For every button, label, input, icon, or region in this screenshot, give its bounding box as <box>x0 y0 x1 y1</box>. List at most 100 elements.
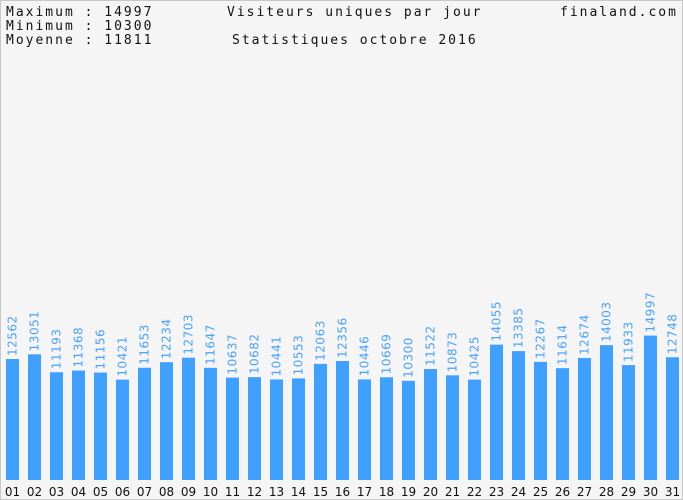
value-label-day-23: 14055 <box>490 301 504 342</box>
x-tick-label-10: 10 <box>203 485 218 499</box>
value-label-day-16: 12356 <box>336 317 350 358</box>
value-label-day-08: 12234 <box>160 319 174 360</box>
x-tick-label-06: 06 <box>115 485 130 499</box>
bar-day-09 <box>182 357 195 480</box>
value-label-day-13: 10441 <box>270 336 284 377</box>
value-label-day-09: 12703 <box>182 314 196 355</box>
bar-day-14 <box>292 378 305 480</box>
x-tick-label-27: 27 <box>577 485 592 499</box>
x-tick-label-07: 07 <box>137 485 152 499</box>
x-tick-label-13: 13 <box>269 485 284 499</box>
value-label-day-20: 11522 <box>424 325 438 366</box>
x-tick-label-28: 28 <box>599 485 614 499</box>
value-label-day-04: 11368 <box>72 327 86 368</box>
bar-day-20 <box>424 369 437 480</box>
bar-day-05 <box>94 372 107 480</box>
chart-title: Visiteurs uniques par jour <box>227 5 483 20</box>
x-tick-label-24: 24 <box>511 485 526 499</box>
bar-day-21 <box>446 375 459 480</box>
value-label-day-15: 12063 <box>314 320 328 361</box>
bar-day-26 <box>556 368 569 480</box>
bar-day-30 <box>644 335 657 480</box>
bar-day-03 <box>50 372 63 480</box>
bar-day-06 <box>116 379 129 480</box>
x-tick-label-30: 30 <box>643 485 658 499</box>
x-tick-label-09: 09 <box>181 485 196 499</box>
x-tick-label-25: 25 <box>533 485 548 499</box>
bar-day-01 <box>6 359 19 480</box>
value-label-day-03: 11193 <box>50 329 64 370</box>
bar-day-15 <box>314 363 327 480</box>
x-tick-label-18: 18 <box>379 485 394 499</box>
value-label-day-27: 12674 <box>578 314 592 355</box>
bar-day-27 <box>578 357 591 480</box>
bar-day-24 <box>512 351 525 480</box>
x-tick-label-26: 26 <box>555 485 570 499</box>
value-label-day-10: 11647 <box>204 324 218 365</box>
bar-day-17 <box>358 379 371 480</box>
value-label-day-11: 10637 <box>226 334 240 375</box>
value-label-day-30: 14997 <box>644 292 658 333</box>
value-label-day-05: 11156 <box>94 329 108 370</box>
bar-day-11 <box>226 377 239 480</box>
stat-average: Moyenne : 11811 <box>6 33 154 48</box>
x-tick-label-22: 22 <box>467 485 482 499</box>
value-label-day-02: 13051 <box>28 311 42 352</box>
value-label-day-26: 11614 <box>556 324 570 365</box>
x-tick-label-15: 15 <box>313 485 328 499</box>
bar-day-02 <box>28 354 41 480</box>
x-tick-label-20: 20 <box>423 485 438 499</box>
bar-day-07 <box>138 367 151 480</box>
bar-day-19 <box>402 380 415 480</box>
bar-day-13 <box>270 379 283 480</box>
stat-minimum: Minimum : 10300 <box>6 19 154 34</box>
x-tick-label-11: 11 <box>225 485 240 499</box>
value-label-day-01: 12562 <box>6 315 20 356</box>
x-tick-label-05: 05 <box>93 485 108 499</box>
x-tick-label-02: 02 <box>27 485 42 499</box>
bar-day-31 <box>666 357 679 480</box>
value-label-day-07: 11653 <box>138 324 152 365</box>
x-tick-label-17: 17 <box>357 485 372 499</box>
x-tick-label-14: 14 <box>291 485 306 499</box>
site-name: finaland.com <box>560 5 678 20</box>
bar-day-28 <box>600 345 613 480</box>
x-tick-label-08: 08 <box>159 485 174 499</box>
bar-day-25 <box>534 361 547 480</box>
bar-day-16 <box>336 361 349 480</box>
bar-day-23 <box>490 344 503 480</box>
bar-day-29 <box>622 365 635 480</box>
x-tick-label-23: 23 <box>489 485 504 499</box>
value-label-day-12: 10682 <box>248 333 262 374</box>
bar-day-18 <box>380 377 393 480</box>
value-label-day-25: 12267 <box>534 318 548 359</box>
value-label-day-14: 10553 <box>292 335 306 376</box>
x-tick-label-03: 03 <box>49 485 64 499</box>
value-label-day-28: 14003 <box>600 301 614 342</box>
value-label-day-22: 10425 <box>468 336 482 377</box>
x-tick-label-12: 12 <box>247 485 262 499</box>
value-label-day-19: 10300 <box>402 337 416 378</box>
bar-day-22 <box>468 379 481 480</box>
x-tick-label-29: 29 <box>621 485 636 499</box>
stat-maximum: Maximum : 14997 <box>6 5 154 20</box>
bar-day-08 <box>160 362 173 480</box>
x-tick-label-01: 01 <box>5 485 20 499</box>
value-label-day-17: 10446 <box>358 336 372 377</box>
x-tick-label-16: 16 <box>335 485 350 499</box>
value-label-day-21: 10873 <box>446 332 460 373</box>
bar-day-04 <box>72 370 85 480</box>
value-label-day-31: 12748 <box>666 314 680 355</box>
value-label-day-29: 11933 <box>622 321 636 362</box>
x-tick-label-21: 21 <box>445 485 460 499</box>
x-tick-label-04: 04 <box>71 485 86 499</box>
chart-subtitle: Statistiques octobre 2016 <box>232 33 478 48</box>
value-label-day-06: 10421 <box>116 336 130 377</box>
x-tick-label-31: 31 <box>665 485 680 499</box>
bar-day-12 <box>248 377 261 480</box>
bar-day-10 <box>204 367 217 480</box>
x-tick-label-19: 19 <box>401 485 416 499</box>
value-label-day-18: 10669 <box>380 334 394 375</box>
